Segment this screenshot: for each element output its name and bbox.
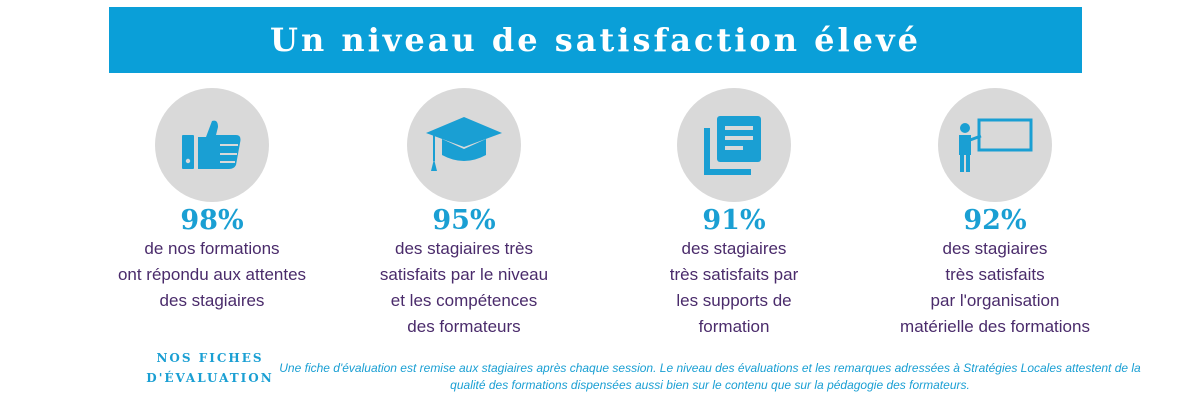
page-title: Un niveau de satisfaction élevé — [270, 21, 921, 59]
stat-supports: 91% des stagiaires très satisfaits par l… — [609, 88, 859, 340]
icon-circle — [407, 88, 521, 202]
stat-formations: 98% de nos formations ont répondu aux at… — [87, 88, 337, 314]
stat-description: des stagiaires très satisfaits par les s… — [669, 239, 799, 336]
stat-percent: 98% — [180, 205, 244, 236]
thumbs-up-icon — [182, 120, 241, 169]
stat-description: des stagiaires très satisfaits par le ni… — [379, 239, 549, 336]
teacher-board-icon — [959, 118, 1033, 172]
stat-description: des stagiaires très satisfaits par l'org… — [900, 239, 1090, 336]
stat-percent: 92% — [963, 205, 1027, 236]
stat-description: de nos formations ont répondu aux attent… — [117, 239, 307, 310]
icon-circle — [155, 88, 269, 202]
stat-formateurs: 95% des stagiaires très satisfaits par l… — [339, 88, 589, 340]
graduation-cap-icon — [426, 117, 502, 171]
documents-icon — [704, 116, 761, 175]
evaluation-heading: NOS FICHES D'ÉVALUATION — [146, 351, 274, 385]
icon-circle — [938, 88, 1052, 202]
stat-percent: 95% — [432, 205, 496, 236]
evaluation-note: Une fiche d'évaluation est remise aux st… — [279, 361, 1141, 392]
stat-percent: 91% — [702, 205, 766, 236]
icon-circle — [677, 88, 791, 202]
title-banner: Un niveau de satisfaction élevé — [109, 7, 1082, 73]
stat-organisation: 92% des stagiaires très satisfaits par l… — [870, 88, 1120, 340]
